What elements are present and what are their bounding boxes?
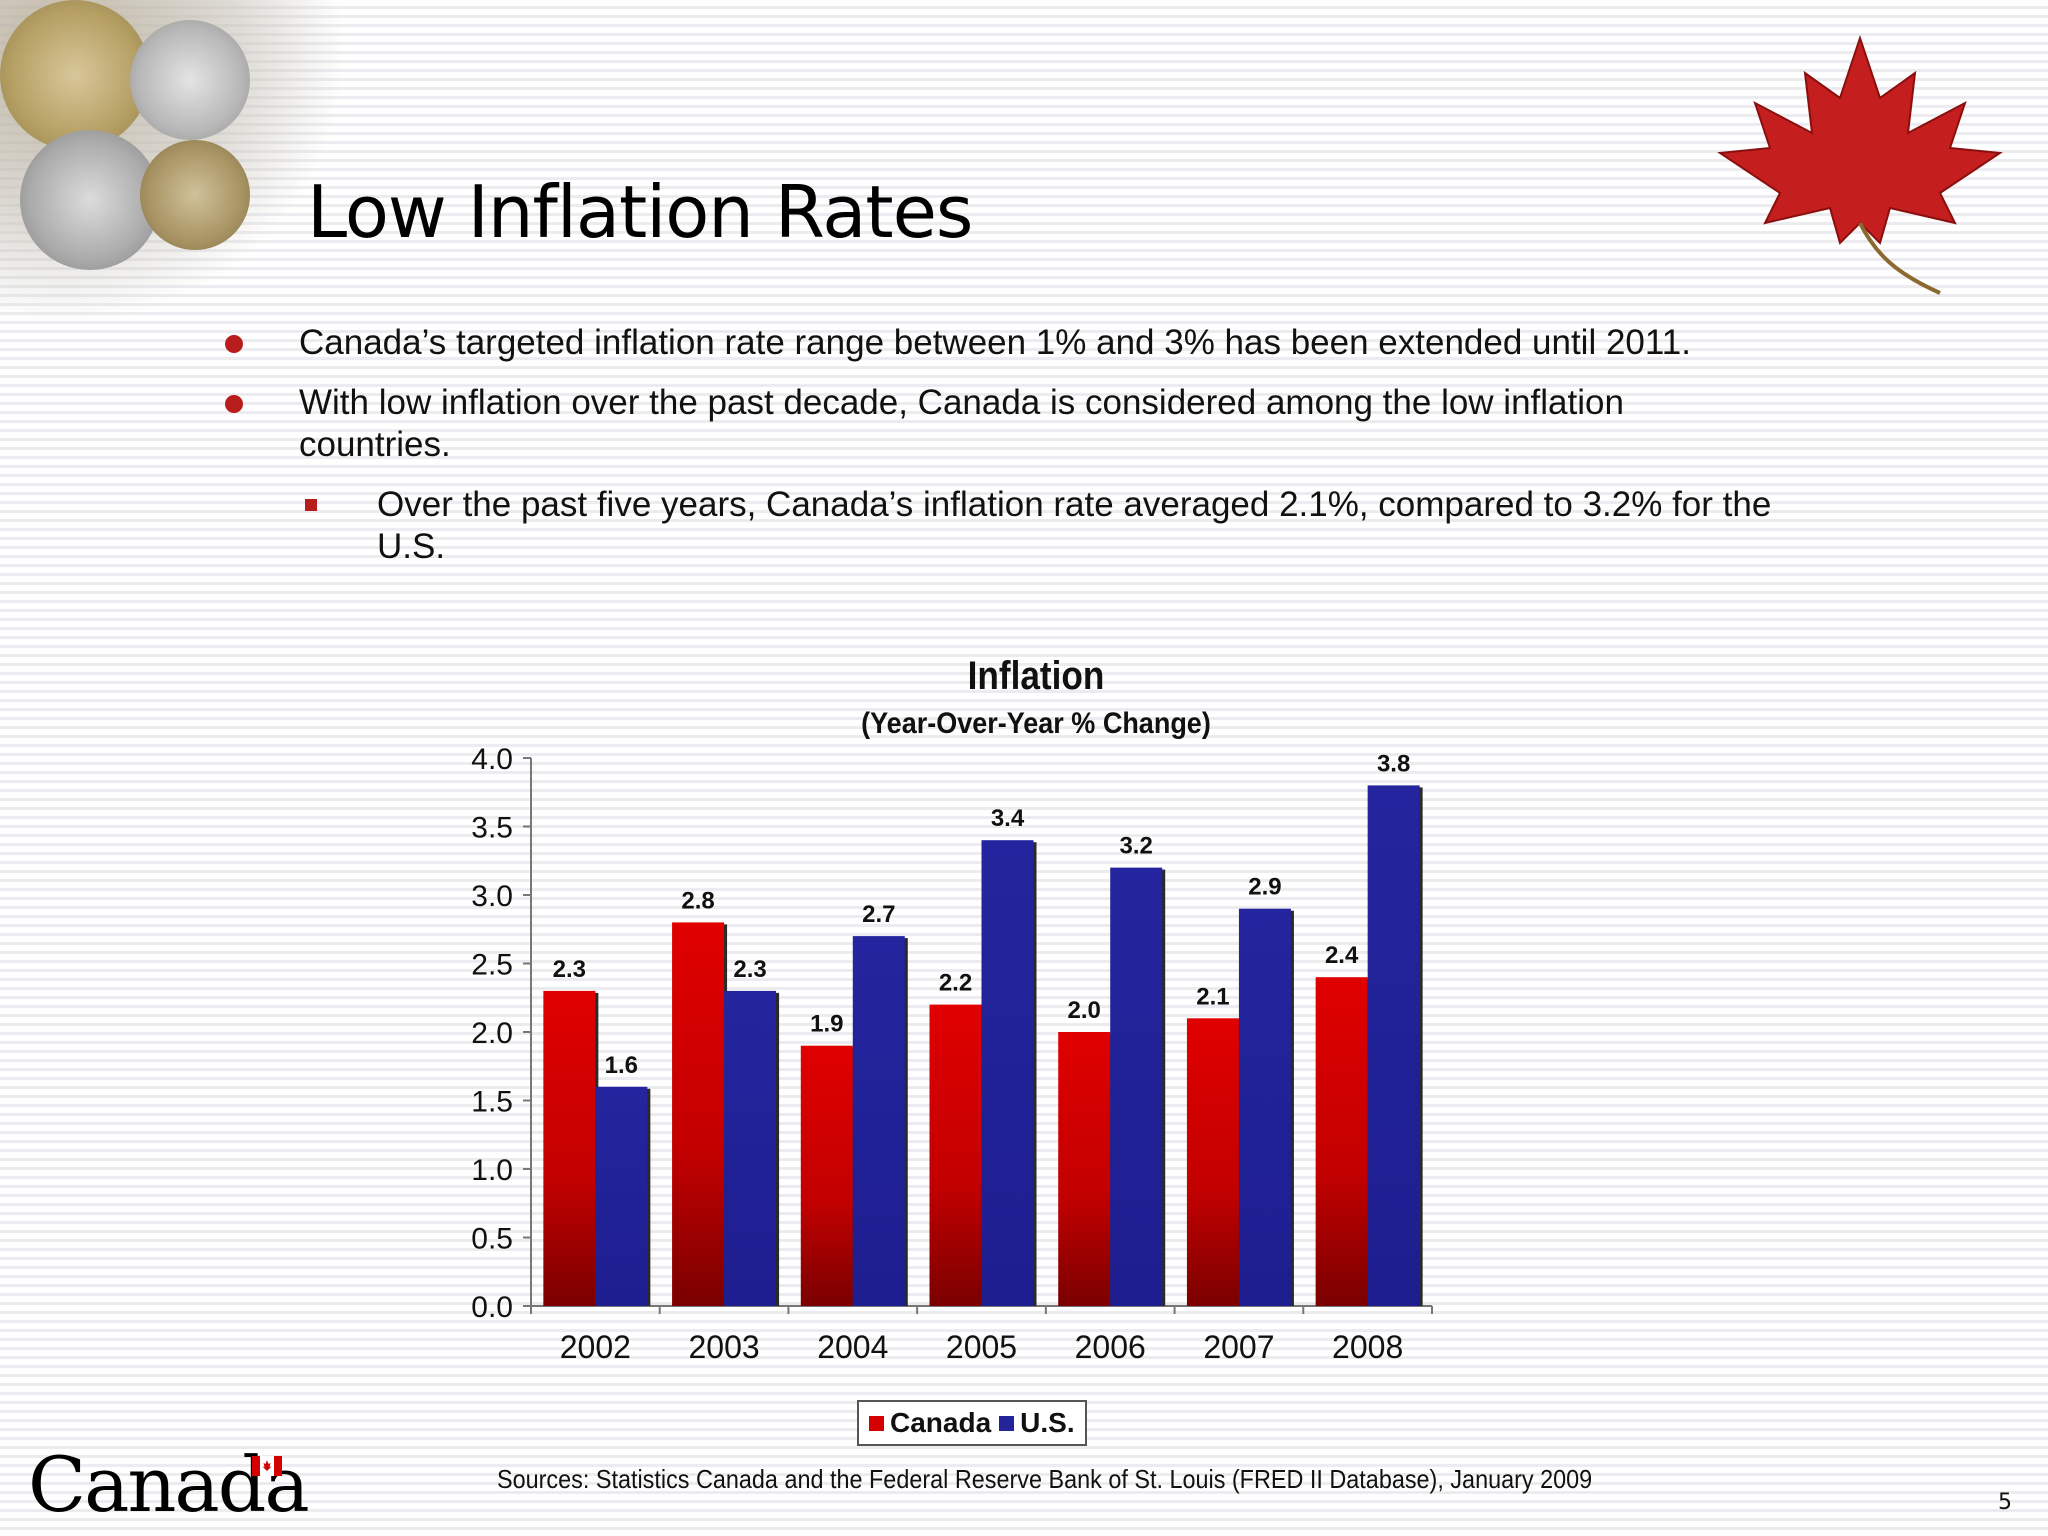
data-label: 2.3 — [733, 956, 766, 983]
bar-canada — [800, 1045, 853, 1306]
square-bullet-icon — [305, 499, 317, 511]
y-tick-label: 4.0 — [471, 743, 513, 776]
data-label: 3.4 — [991, 805, 1025, 832]
y-tick-label: 2.0 — [471, 1017, 513, 1050]
bullet-item: Canada’s targeted inflation rate range b… — [215, 322, 1775, 364]
y-tick-label: 2.5 — [471, 949, 513, 982]
bar-us — [1238, 908, 1291, 1306]
legend-label-canada: Canada — [890, 1407, 992, 1438]
data-label: 2.2 — [939, 970, 972, 997]
data-label: 2.9 — [1248, 874, 1281, 901]
data-label: 3.8 — [1377, 750, 1410, 777]
coins-image — [0, 0, 340, 320]
bar-canada — [672, 922, 725, 1306]
bar-us — [595, 1086, 648, 1306]
chart-legend: Canada U.S. — [857, 1400, 1087, 1446]
bullet-item: With low inflation over the past decade,… — [215, 382, 1775, 466]
bullet-dot-icon — [225, 395, 243, 413]
chart-title: Inflation — [967, 654, 1105, 698]
bar-canada — [929, 1004, 982, 1306]
canada-flag-icon — [252, 1456, 282, 1476]
bar-us — [1367, 785, 1420, 1306]
bullet-list: Canada’s targeted inflation rate range b… — [215, 322, 1775, 568]
bullet-dot-icon — [225, 335, 243, 353]
maple-leaf-image — [1717, 34, 2003, 295]
legend-label-us: U.S. — [1020, 1407, 1075, 1438]
data-label: 2.0 — [1068, 997, 1101, 1024]
chart-subtitle: (Year-Over-Year % Change) — [861, 707, 1211, 740]
bar-canada — [1315, 977, 1368, 1306]
bullet-text: Canada’s targeted inflation rate range b… — [299, 323, 1691, 362]
page-number: 5 — [1998, 1490, 2012, 1515]
bar-us — [724, 990, 777, 1306]
y-tick-label: 3.0 — [471, 880, 513, 913]
y-tick-label: 1.0 — [471, 1154, 513, 1187]
legend-item-us: U.S. — [999, 1407, 1075, 1439]
x-tick-label: 2002 — [560, 1329, 631, 1365]
sub-bullet-item: Over the past five years, Canada’s infla… — [215, 484, 1775, 568]
y-tick-label: 1.5 — [471, 1086, 513, 1119]
canada-wordmark-logo: Canada — [28, 1440, 310, 1529]
bar-canada — [1186, 1018, 1239, 1306]
x-tick-label: 2006 — [1075, 1329, 1146, 1365]
data-label: 3.2 — [1120, 833, 1153, 860]
sub-bullet-text: Over the past five years, Canada’s infla… — [377, 485, 1772, 566]
bar-canada — [1058, 1032, 1111, 1306]
legend-swatch-us — [999, 1415, 1015, 1431]
legend-swatch-canada — [869, 1415, 884, 1431]
data-label: 2.3 — [553, 956, 586, 983]
data-label: 1.6 — [605, 1052, 638, 1079]
x-tick-label: 2003 — [688, 1329, 759, 1365]
bar-us — [1110, 867, 1163, 1306]
data-label: 2.7 — [862, 901, 895, 928]
bar-us — [852, 936, 905, 1306]
legend-item-canada: Canada — [869, 1407, 991, 1439]
y-tick-label: 0.0 — [471, 1291, 513, 1324]
x-tick-label: 2004 — [817, 1329, 888, 1365]
bar-canada — [543, 990, 596, 1306]
source-note: Sources: Statistics Canada and the Feder… — [497, 1464, 1593, 1494]
x-tick-label: 2007 — [1203, 1329, 1274, 1365]
x-tick-label: 2008 — [1332, 1329, 1403, 1365]
bar-us — [981, 840, 1034, 1306]
x-tick-label: 2005 — [946, 1329, 1017, 1365]
y-tick-label: 0.5 — [471, 1223, 513, 1256]
slide-title: Low Inflation Rates — [307, 170, 973, 254]
data-label: 2.4 — [1325, 942, 1359, 969]
data-label: 2.1 — [1196, 983, 1229, 1010]
y-tick-label: 3.5 — [471, 812, 513, 845]
bullet-text: With low inflation over the past decade,… — [299, 383, 1624, 464]
data-label: 1.9 — [810, 1011, 843, 1038]
data-label: 2.8 — [681, 887, 714, 914]
